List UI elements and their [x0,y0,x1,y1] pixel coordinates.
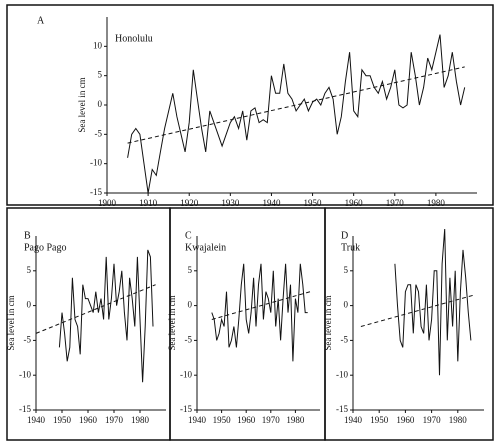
x-tick-label: 1950 [213,415,232,425]
x-tick-label: 1970 [262,415,281,425]
x-tick-label: 1950 [53,415,72,425]
y-tick-label: -15 [180,404,192,414]
panel-letter: C [185,230,192,241]
y-axis-label: Sea level in cm [167,295,177,350]
y-tick-label: 5 [344,265,349,275]
y-tick-label: -15 [90,187,102,197]
trend-line [35,284,156,334]
panel-letter: B [24,230,31,241]
y-axis-label: Sea level in cm [77,77,87,132]
sea-level-line [58,249,154,383]
y-tick-label: -15 [19,404,31,414]
x-tick-label: 1900 [98,198,117,208]
x-tick-label: 1960 [345,198,364,208]
x-tick-label: 1940 [188,415,207,425]
x-tick-label: 1950 [370,415,389,425]
x-tick-label: 1920 [180,198,199,208]
x-tick-label: 1910 [139,198,158,208]
y-tick-label: -10 [180,369,192,379]
x-tick-label: 1940 [344,415,363,425]
sea-level-line [127,34,466,194]
x-tick-label: 1950 [304,198,323,208]
panel-frame [6,4,494,206]
x-tick-label: 1980 [131,415,150,425]
y-tick-label: 0 [98,99,103,109]
y-tick-label: -15 [336,404,348,414]
x-tick-label: 1960 [79,415,98,425]
panel-letter: D [341,230,348,241]
sea-level-line [394,228,472,376]
y-tick-label: 0 [188,300,193,310]
x-tick-label: 1930 [221,198,240,208]
y-tick-label: 0 [27,300,32,310]
y-tick-label: -5 [341,334,349,344]
x-tick-label: 1960 [396,415,415,425]
y-tick-label: -10 [90,158,102,168]
x-tick-label: 1980 [427,198,446,208]
x-tick-label: 1970 [423,415,442,425]
y-tick-label: 5 [188,265,193,275]
x-tick-label: 1960 [237,415,256,425]
y-tick-label: 10 [93,40,103,50]
trend-line [211,291,311,320]
panel-letter: A [37,15,45,26]
y-tick-label: 5 [98,70,103,80]
y-tick-label: -5 [185,334,193,344]
x-tick-label: 1980 [449,415,468,425]
y-tick-label: -10 [336,369,348,379]
y-axis-label: Sea level in cm [323,295,333,350]
x-tick-label: 1980 [286,415,305,425]
panel-title: Kwajalein [185,242,226,253]
y-tick-label: -5 [95,128,103,138]
x-tick-label: 1970 [105,415,124,425]
panel-title: Pago Pago [24,242,67,253]
trend-line [360,294,474,327]
y-tick-label: -5 [24,334,32,344]
x-tick-label: 1970 [386,198,405,208]
trend-line [127,66,465,144]
y-tick-label: -10 [19,369,31,379]
y-tick-label: 0 [344,300,349,310]
x-tick-label: 1940 [27,415,46,425]
x-tick-label: 1940 [262,198,281,208]
panel-title: Honolulu [115,33,153,44]
panel-title: Truk [341,242,360,253]
sea-level-line [211,263,308,362]
y-tick-label: 5 [27,265,32,275]
y-axis-label: Sea level in cm [6,295,16,350]
panel-frame [324,207,494,441]
